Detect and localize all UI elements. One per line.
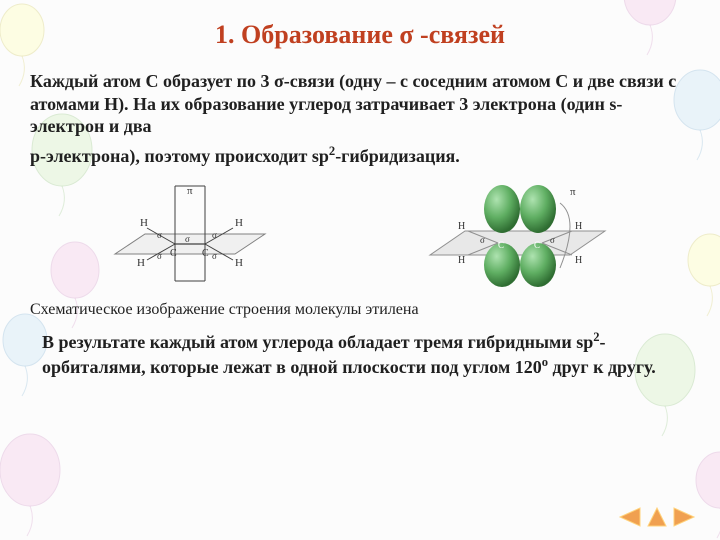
svg-text:H: H xyxy=(140,217,148,229)
svg-text:σ: σ xyxy=(212,251,217,261)
paragraph-3: В результате каждый атом углерода облада… xyxy=(30,329,690,380)
svg-text:H: H xyxy=(458,221,465,232)
svg-text:σ: σ xyxy=(550,235,555,245)
next-arrow-icon[interactable] xyxy=(672,506,698,528)
svg-text:C: C xyxy=(202,248,209,259)
diagram-right: π H H H H σ σ C C xyxy=(410,173,640,293)
para3-post: друг к другу. xyxy=(548,357,656,377)
paragraph-1: Каждый атом С образует по 3 σ-связи (одн… xyxy=(30,70,690,138)
svg-text:H: H xyxy=(575,255,582,266)
svg-text:σ: σ xyxy=(157,230,162,240)
svg-text:σ: σ xyxy=(212,230,217,240)
svg-text:π: π xyxy=(187,185,193,197)
svg-text:H: H xyxy=(235,217,243,229)
svg-text:C: C xyxy=(534,240,540,250)
home-arrow-icon[interactable] xyxy=(644,506,670,528)
diagram-left: π σ σ σ σ σ H H H H C C xyxy=(80,173,310,293)
diagram-row: π σ σ σ σ σ H H H H C C xyxy=(30,173,690,293)
svg-text:H: H xyxy=(458,255,465,266)
para1-post: -гибридизация. xyxy=(335,146,460,166)
nav-controls xyxy=(616,506,698,528)
slide-body: 1. Образование σ -связей Каждый атом С о… xyxy=(0,0,720,380)
svg-text:H: H xyxy=(137,257,145,269)
svg-text:σ: σ xyxy=(480,235,485,245)
para3-pre: В результате каждый атом углерода облада… xyxy=(42,332,593,352)
svg-text:σ: σ xyxy=(185,234,190,244)
slide-title: 1. Образование σ -связей xyxy=(30,20,690,50)
para1-line1: Каждый атом С образует по 3 σ-связи (одн… xyxy=(30,71,676,136)
para1-pre: р-электрона), поэтому происходит sp xyxy=(30,146,329,166)
svg-text:π: π xyxy=(570,186,576,198)
svg-text:C: C xyxy=(498,240,504,250)
svg-text:H: H xyxy=(235,257,243,269)
svg-text:σ: σ xyxy=(157,251,162,261)
svg-text:C: C xyxy=(170,248,177,259)
prev-arrow-icon[interactable] xyxy=(616,506,642,528)
diagram-caption: Схематическое изображение строения молек… xyxy=(30,301,690,319)
paragraph-1b: р-электрона), поэтому происходит sp2-гиб… xyxy=(30,144,690,168)
svg-text:H: H xyxy=(575,221,582,232)
